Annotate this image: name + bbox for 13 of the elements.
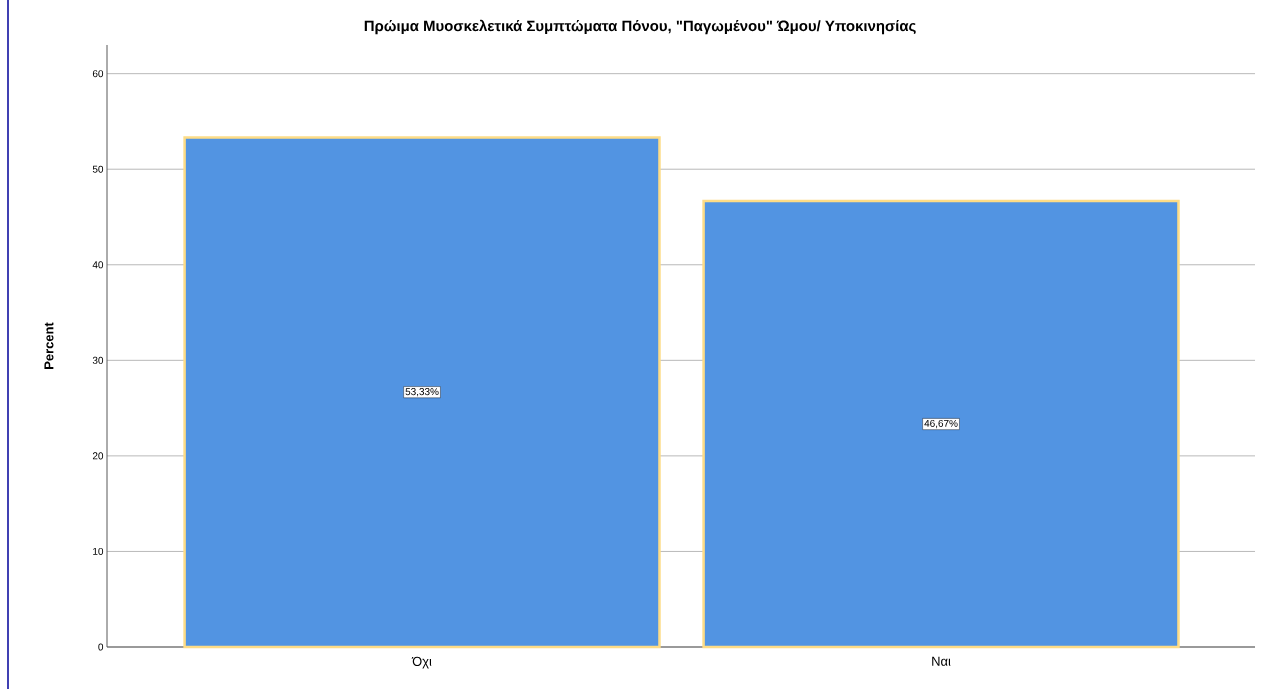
y-tick-label: 20 bbox=[92, 452, 104, 460]
y-tick-label: 60 bbox=[92, 70, 104, 78]
y-tick-label: 40 bbox=[92, 261, 104, 269]
data-label: 53,33% bbox=[405, 388, 439, 397]
y-axis-title: Percent bbox=[44, 322, 54, 369]
y-tick-label: 50 bbox=[92, 165, 104, 173]
chart-title: Πρώιμα Μυοσκελετικά Συμπτώματα Πόνου, "Παγωμένου" Ώμου/ Υποκινησίας bbox=[364, 19, 916, 35]
y-tick-label: 0 bbox=[98, 643, 104, 651]
y-tick-label: 10 bbox=[93, 547, 104, 555]
x-tick-label: Ναι bbox=[932, 656, 951, 666]
data-label: 46,67% bbox=[924, 419, 958, 429]
x-tick-label: Όχι bbox=[411, 656, 432, 669]
y-tick-label: 30 bbox=[92, 356, 104, 364]
